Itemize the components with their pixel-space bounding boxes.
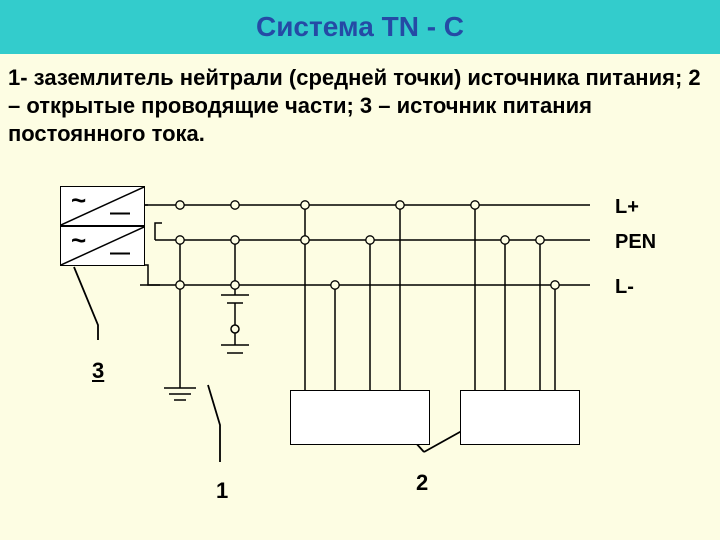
load-a	[290, 390, 430, 445]
dash-icon: —	[110, 242, 130, 265]
diagram-stage: ~ — ~ — L+ PEN L- 3 1 2	[0, 170, 720, 530]
dash-icon: —	[110, 202, 130, 225]
source-top: ~ —	[60, 186, 145, 226]
label-l-plus: L+	[615, 196, 639, 219]
callout-1-label: 1	[216, 478, 228, 504]
source-bottom: ~ —	[60, 226, 145, 266]
label-l-minus: L-	[615, 276, 634, 299]
title-bar: Система TN - C	[0, 0, 720, 54]
callout-3-label: 3	[92, 358, 104, 384]
tilde-icon: ~	[71, 185, 86, 216]
tilde-icon: ~	[71, 225, 86, 256]
callout-2-label: 2	[416, 470, 428, 496]
description: 1- заземлитель нейтрали (средней точки) …	[8, 64, 708, 148]
load-b	[460, 390, 580, 445]
title-text: Система TN - C	[256, 11, 464, 42]
label-pen: PEN	[615, 231, 656, 254]
